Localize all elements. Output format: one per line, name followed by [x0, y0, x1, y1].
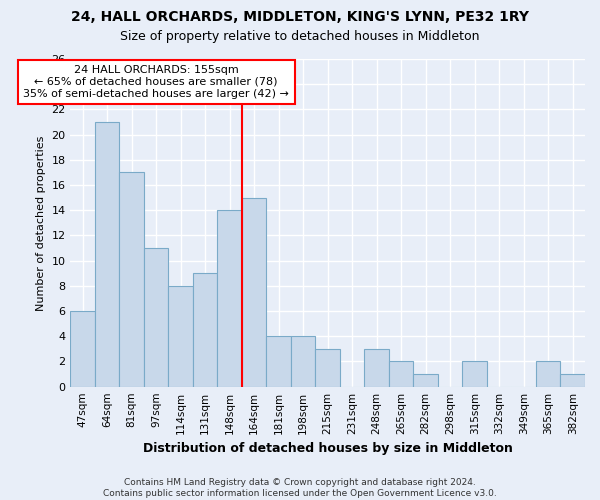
Bar [536, 362, 560, 386]
Bar [364, 349, 389, 387]
Bar [413, 374, 438, 386]
Bar [316, 349, 340, 387]
Bar [242, 198, 266, 386]
Bar [389, 362, 413, 386]
Bar [169, 286, 193, 386]
Bar [463, 362, 487, 386]
X-axis label: Distribution of detached houses by size in Middleton: Distribution of detached houses by size … [143, 442, 512, 455]
Bar [95, 122, 119, 386]
Bar [144, 248, 169, 386]
Text: Size of property relative to detached houses in Middleton: Size of property relative to detached ho… [120, 30, 480, 43]
Bar [266, 336, 291, 386]
Bar [291, 336, 316, 386]
Bar [119, 172, 144, 386]
Text: 24 HALL ORCHARDS: 155sqm
← 65% of detached houses are smaller (78)
35% of semi-d: 24 HALL ORCHARDS: 155sqm ← 65% of detach… [23, 66, 289, 98]
Y-axis label: Number of detached properties: Number of detached properties [36, 135, 46, 310]
Text: Contains HM Land Registry data © Crown copyright and database right 2024.
Contai: Contains HM Land Registry data © Crown c… [103, 478, 497, 498]
Bar [193, 274, 217, 386]
Bar [560, 374, 585, 386]
Text: 24, HALL ORCHARDS, MIDDLETON, KING'S LYNN, PE32 1RY: 24, HALL ORCHARDS, MIDDLETON, KING'S LYN… [71, 10, 529, 24]
Bar [217, 210, 242, 386]
Bar [70, 311, 95, 386]
